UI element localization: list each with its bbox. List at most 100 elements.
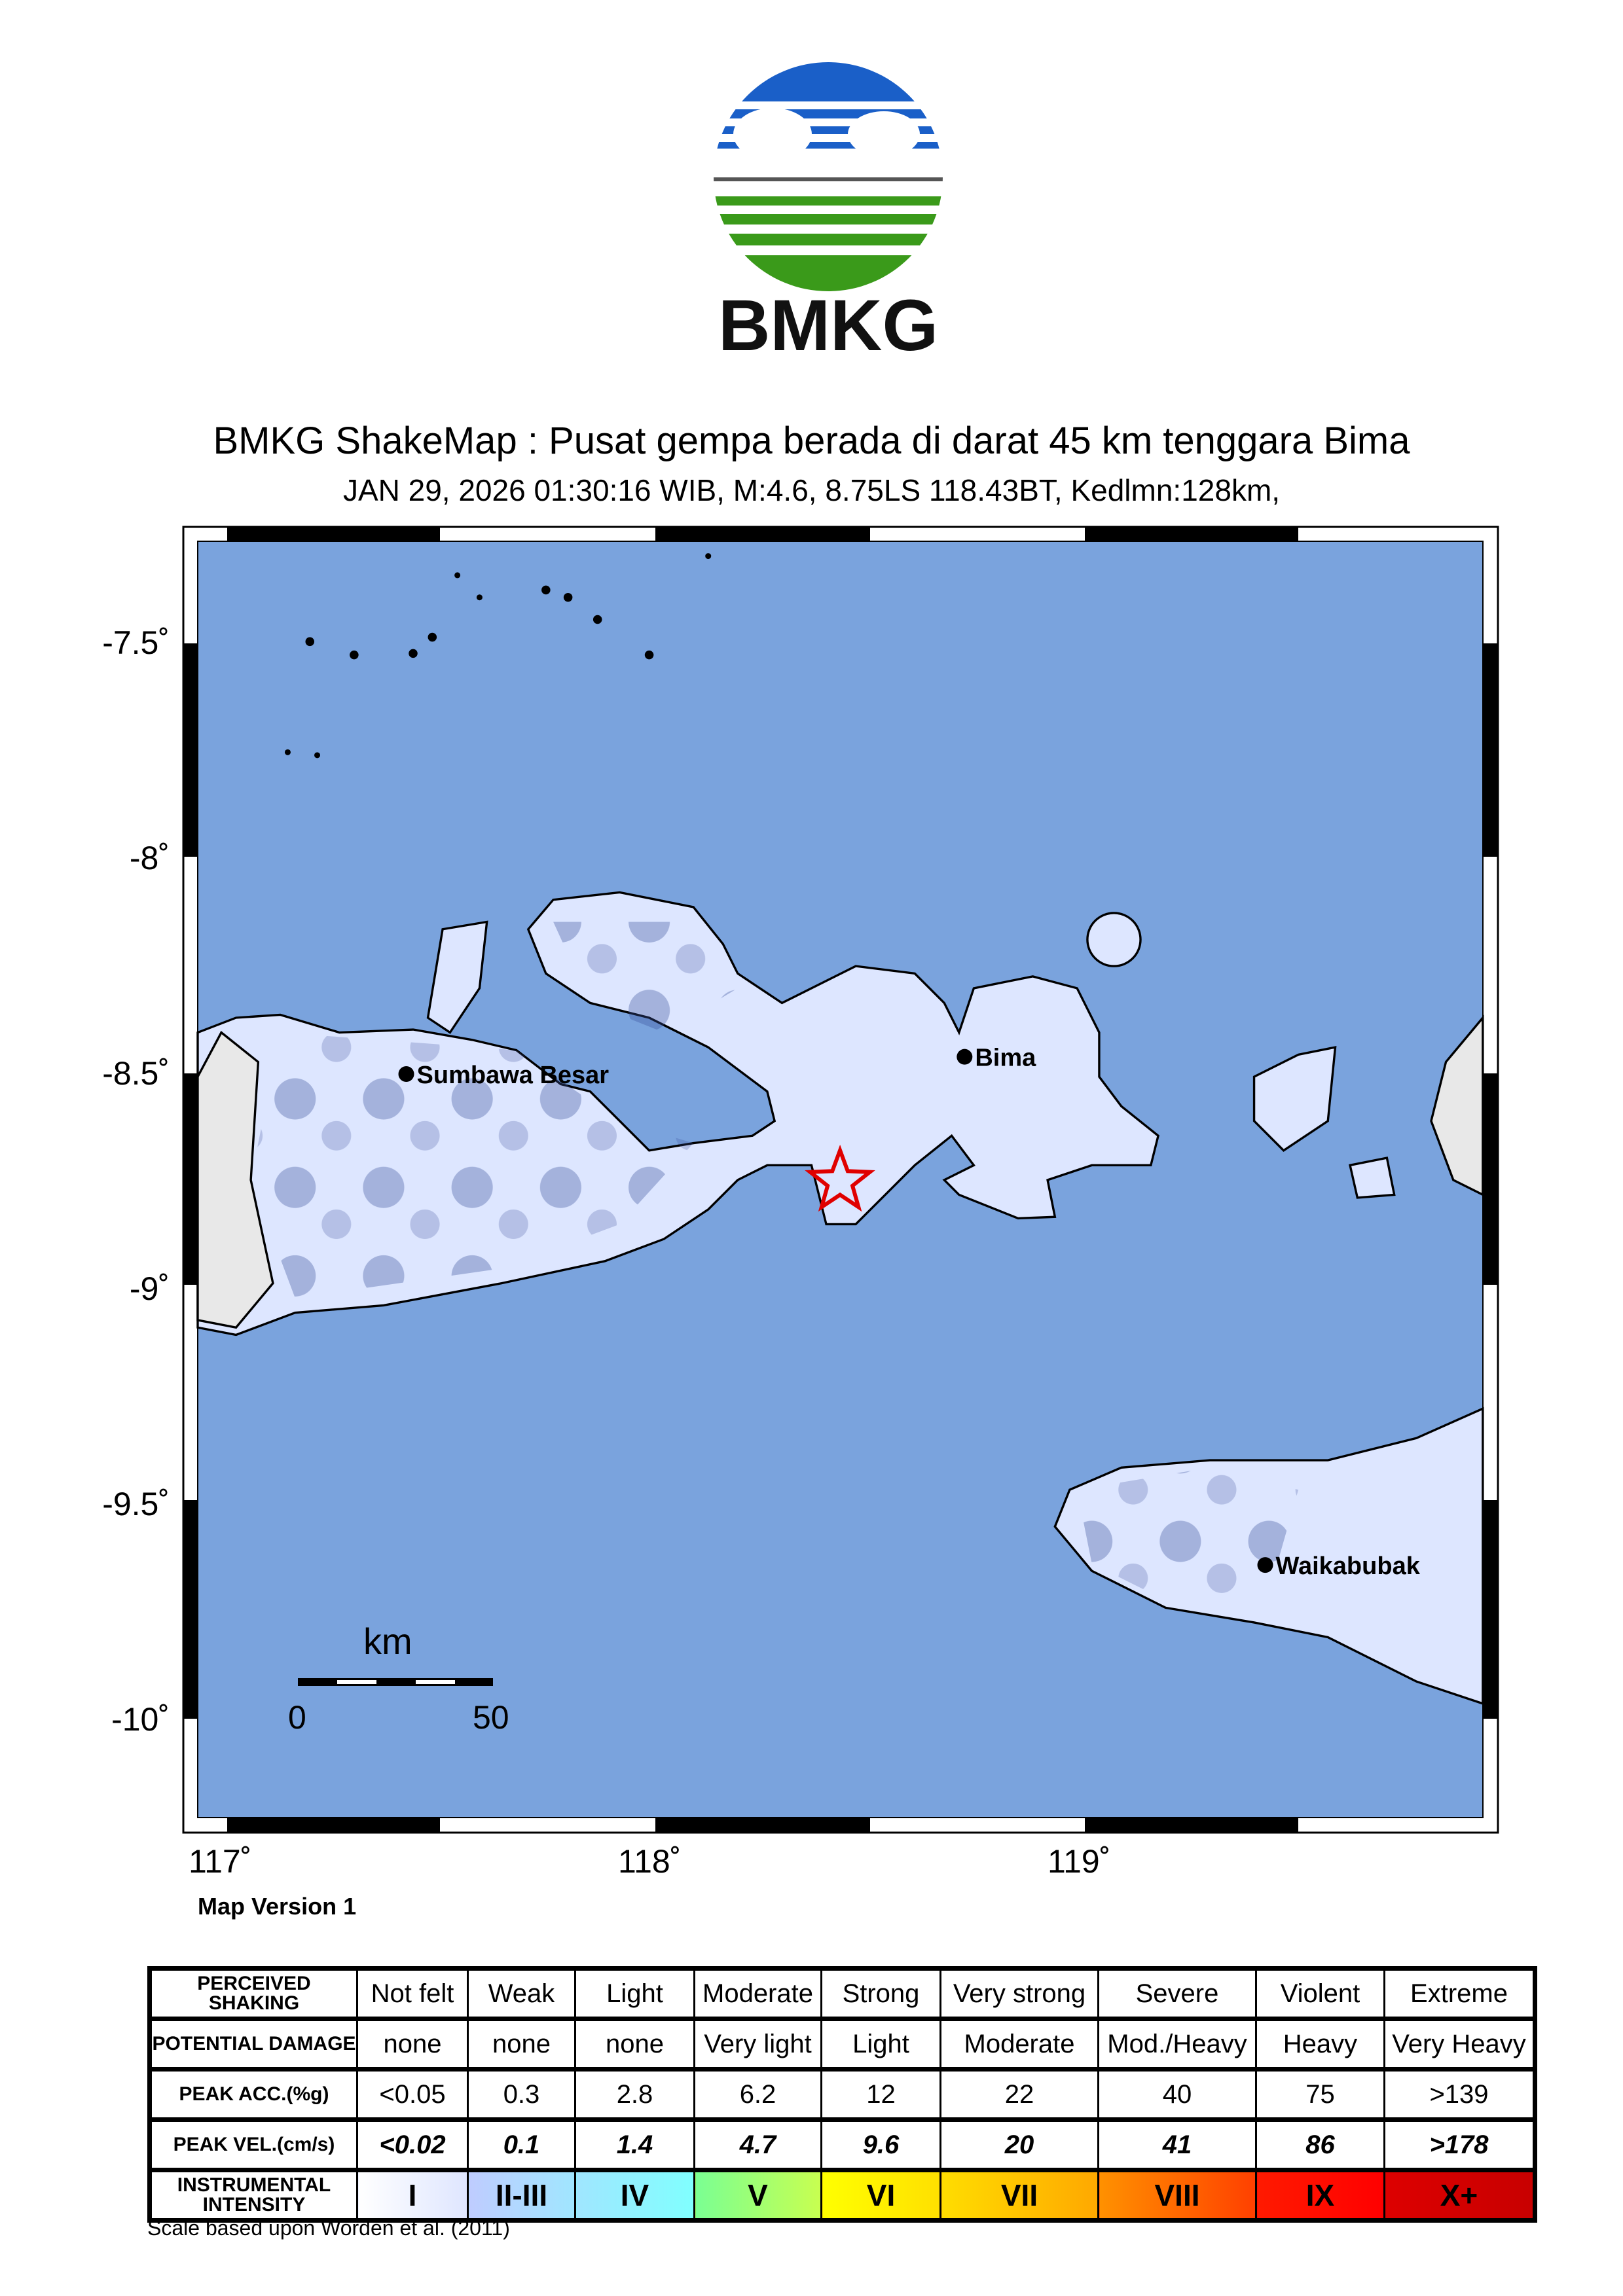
map-title: BMKG ShakeMap : Pusat gempa berada di da…	[213, 420, 1410, 462]
sumba-relief	[1077, 1467, 1299, 1601]
lat-label: -8.5˚	[102, 1055, 170, 1092]
intensity-legend: PERCEIVED SHAKING Not felt Weak Light Modera…	[147, 1966, 1537, 2223]
legend-cell: 22	[939, 2067, 1099, 2121]
legend-row-label: PEAK VEL.(cm/s)	[149, 2117, 358, 2171]
legend-cell: VIII	[1097, 2168, 1257, 2221]
legend-cell: Extreme	[1383, 1967, 1536, 2020]
legend-cell: V	[693, 2168, 822, 2221]
scale-bar	[298, 1678, 493, 1686]
lon-label: 118˚	[618, 1843, 682, 1880]
legend-cell: VII	[939, 2168, 1099, 2221]
legend-cell: Mod./Heavy	[1097, 2017, 1257, 2070]
legend-cell: Moderate	[939, 2017, 1099, 2070]
legend-cell: 9.6	[820, 2117, 941, 2171]
legend-cell: 41	[1097, 2117, 1257, 2171]
frame-tick	[1085, 527, 1298, 541]
logo-text: BMKG	[718, 285, 938, 363]
frame-tick	[1483, 643, 1497, 857]
sangeang-island	[1086, 912, 1142, 967]
legend-cell: IV	[574, 2168, 695, 2221]
legend-row-label: INSTRUMENTAL INTENSITY	[149, 2168, 358, 2221]
legend-cell: Not felt	[356, 1967, 469, 2020]
legend-cell: Weak	[467, 1967, 576, 2020]
map-version: Map Version 1	[198, 1893, 357, 1920]
frame-tick	[1483, 1500, 1497, 1719]
legend-cell: 6.2	[693, 2067, 822, 2121]
legend-cell: >139	[1383, 2067, 1536, 2121]
legend-cell: none	[356, 2017, 469, 2070]
legend-cell: 40	[1097, 2067, 1257, 2121]
city-label: Sumbawa Besar	[417, 1062, 610, 1089]
lat-label: -9˚	[129, 1270, 170, 1307]
legend-cell: 12	[820, 2067, 941, 2121]
legend-cell: 75	[1255, 2067, 1385, 2121]
legend-cell: 2.8	[574, 2067, 695, 2121]
legend-cell: 20	[939, 2117, 1099, 2171]
legend-cell: Heavy	[1255, 2017, 1385, 2070]
small-islets	[284, 553, 712, 759]
legend-cell: 4.7	[693, 2117, 822, 2171]
lat-label: -9.5˚	[102, 1486, 170, 1522]
frame-tick	[1085, 1818, 1298, 1832]
frame-tick	[655, 527, 870, 541]
lat-label: -10˚	[111, 1701, 170, 1738]
legend-cell: >178	[1383, 2117, 1536, 2171]
legend-cell: 0.3	[467, 2067, 576, 2121]
frame-tick	[183, 1500, 198, 1719]
city-dot	[398, 1066, 414, 1082]
lon-label: 119˚	[1048, 1843, 1111, 1880]
city-label: Waikabubak	[1276, 1552, 1421, 1580]
scale-note: Scale based upon Worden et al. (2011)	[147, 2216, 510, 2240]
legend-row-label: PERCEIVED SHAKING	[149, 1967, 358, 2020]
flores-west	[1430, 1014, 1484, 1197]
scale-bar-label-50: 50	[473, 1699, 509, 1736]
frame-tick	[183, 643, 198, 857]
legend-cell: X+	[1383, 2168, 1536, 2221]
legend-row-int: INSTRUMENTAL INTENSITY I II-III IV V VI VII VII…	[149, 2168, 1536, 2221]
legend-cell: Very light	[693, 2017, 822, 2070]
legend-cell: Very strong	[939, 1967, 1099, 2020]
frame-tick	[227, 1818, 440, 1832]
lombok-east	[196, 1030, 274, 1329]
frame-tick	[227, 527, 440, 541]
legend-cell: <0.02	[356, 2117, 469, 2171]
lat-label: -7.5˚	[102, 624, 170, 661]
legend-cell: Violent	[1255, 1967, 1385, 2020]
legend-row-vel: PEAK VEL.(cm/s) <0.02 0.1 1.4 4.7 9.6 20 41 86 >1…	[149, 2117, 1536, 2171]
legend-cell: none	[467, 2017, 576, 2070]
legend-cell: Light	[820, 2017, 941, 2070]
legend-cell: none	[574, 2017, 695, 2070]
legend-cell: Moderate	[693, 1967, 822, 2020]
frame-tick	[1483, 1073, 1497, 1285]
legend-cell: VI	[820, 2168, 941, 2221]
scale-bar-unit: km	[363, 1621, 412, 1662]
legend-cell: Strong	[820, 1967, 941, 2020]
legend-row-shaking: PERCEIVED SHAKING Not felt Weak Light Modera…	[149, 1967, 1536, 2020]
legend-row-acc: PEAK ACC.(%g) <0.05 0.3 2.8 6.2 12 22 40 75 >139	[149, 2067, 1536, 2121]
legend-row-damage: POTENTIAL DAMAGE none none none Very light Li…	[149, 2017, 1536, 2070]
legend-cell: I	[356, 2168, 469, 2221]
lon-label: 117˚	[189, 1843, 252, 1880]
legend-cell: <0.05	[356, 2067, 469, 2121]
scale-bar-label-0: 0	[288, 1699, 306, 1736]
bmkg-logo: BMKG	[714, 62, 943, 363]
legend-cell: II-III	[467, 2168, 576, 2221]
moyo-island	[426, 920, 488, 1034]
legend-cell: IX	[1255, 2168, 1385, 2221]
frame-tick	[183, 1073, 198, 1285]
lat-label: -8˚	[129, 840, 170, 876]
legend-row-label: POTENTIAL DAMAGE	[149, 2017, 358, 2070]
legend-row-label: PEAK ACC.(%g)	[149, 2067, 358, 2121]
legend-cell: Light	[574, 1967, 695, 2020]
frame-tick	[655, 1818, 870, 1832]
legend-cell: 0.1	[467, 2117, 576, 2171]
sumbawa-relief	[251, 922, 738, 1299]
epicenter-marker	[805, 1144, 875, 1212]
star-icon	[805, 1144, 875, 1212]
legend-cell: Very Heavy	[1383, 2017, 1536, 2070]
legend-cell: Severe	[1097, 1967, 1257, 2020]
city-label: Bima	[975, 1045, 1036, 1072]
event-info: JAN 29, 2026 01:30:16 WIB, M:4.6, 8.75LS…	[342, 473, 1281, 507]
city-dot	[957, 1049, 973, 1065]
